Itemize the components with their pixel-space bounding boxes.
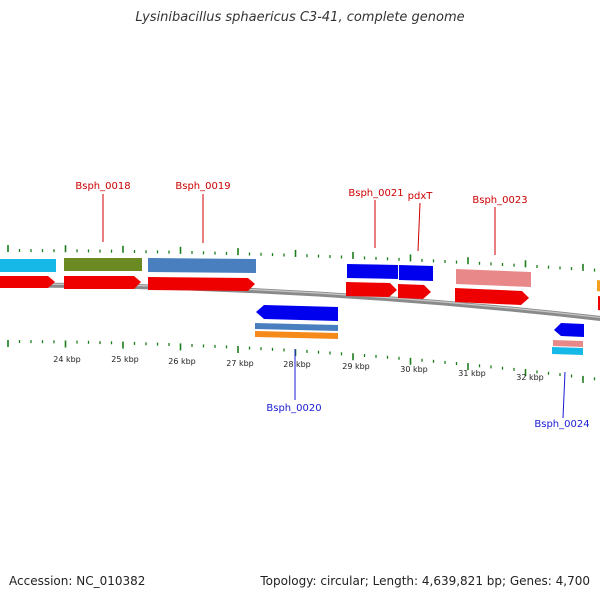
gene-arrow[interactable]: [346, 282, 397, 297]
scale-tick-label: 31 kbp: [458, 369, 486, 378]
leader-line: [417, 202, 421, 252]
scale-tick-label: 32 kbp: [516, 373, 544, 382]
reverse-gene-features: [255, 305, 584, 355]
outer-tick-row: [7, 245, 596, 272]
feature-box[interactable]: [148, 258, 256, 273]
gene-arrow[interactable]: [148, 277, 255, 291]
gene-labels: Bsph_0018 Bsph_0019 Bsph_0020 Bsph_0021 …: [75, 181, 589, 430]
gene-arrow[interactable]: [398, 284, 431, 299]
scale-tick-label: 29 kbp: [342, 362, 370, 371]
feature-box[interactable]: [597, 280, 600, 292]
gene-label[interactable]: Bsph_0020: [266, 403, 321, 414]
gene-label[interactable]: Bsph_0024: [534, 419, 589, 430]
gene-label[interactable]: Bsph_0019: [175, 181, 230, 192]
feature-box[interactable]: [553, 340, 583, 347]
feature-box[interactable]: [456, 269, 531, 287]
feature-box[interactable]: [552, 347, 583, 355]
gene-arrow-reverse[interactable]: [554, 323, 584, 337]
gene-label[interactable]: pdxT: [408, 191, 434, 202]
gene-label[interactable]: Bsph_0018: [75, 181, 130, 192]
forward-feature-row: [0, 258, 600, 292]
feature-box[interactable]: [347, 264, 398, 279]
scale-tick-label: 25 kbp: [111, 355, 139, 364]
forward-gene-arrows: [0, 276, 600, 311]
topology-text: Topology: circular; Length: 4,639,821 bp…: [260, 574, 590, 588]
label-leader-lines: [102, 194, 566, 419]
scale-tick-label: 27 kbp: [226, 359, 254, 368]
feature-box[interactable]: [64, 258, 142, 271]
scale-tick-label: 24 kbp: [53, 355, 81, 364]
feature-box[interactable]: [399, 265, 433, 281]
scale-tick-label: 26 kbp: [168, 357, 196, 366]
gene-arrow[interactable]: [455, 288, 529, 305]
feature-box[interactable]: [255, 323, 338, 331]
gene-arrow-reverse[interactable]: [256, 305, 338, 321]
inner-tick-row: [7, 340, 596, 383]
leader-line: [562, 371, 566, 419]
gene-label[interactable]: Bsph_0021: [348, 188, 403, 199]
feature-box[interactable]: [0, 259, 56, 272]
gene-arrow[interactable]: [0, 276, 55, 288]
accession-text: Accession: NC_010382: [9, 574, 146, 588]
map-title: Lysinibacillus sphaericus C3-41, complet…: [135, 10, 465, 25]
scale-labels: 24 kbp 25 kbp 26 kbp 27 kbp 28 kbp 29 kb…: [53, 355, 544, 382]
scale-tick-label: 28 kbp: [283, 360, 311, 369]
feature-box[interactable]: [255, 331, 338, 339]
gene-arrow[interactable]: [64, 276, 141, 289]
scale-tick-label: 30 kbp: [400, 365, 428, 374]
gene-label[interactable]: Bsph_0023: [472, 195, 527, 206]
